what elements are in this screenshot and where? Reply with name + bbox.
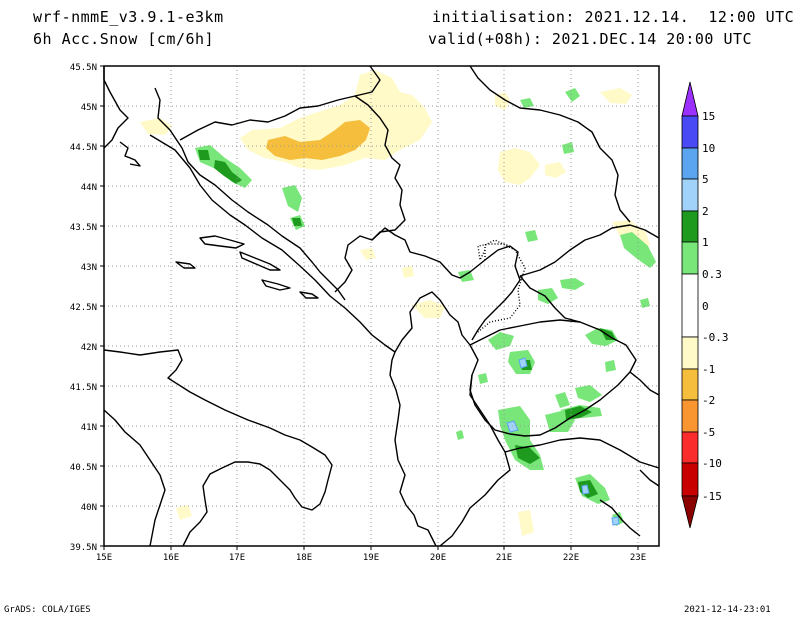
colorbar-segment	[681, 147, 699, 180]
colorbar-label: -10	[702, 457, 722, 470]
colorbar-segment	[681, 462, 699, 497]
axis-ticks	[100, 65, 639, 550]
colorbar-segment	[681, 115, 699, 149]
lon-label: 20E	[430, 553, 446, 563]
lon-label: 15E	[96, 553, 112, 563]
map-panel: 45.5N 45N 44.5N 44N 43.5N 43N 42.5N 42N …	[70, 63, 660, 563]
lon-label: 22E	[563, 553, 579, 563]
lon-label: 21E	[496, 553, 512, 563]
render-timestamp: 2021-12-14-23:01	[684, 605, 771, 615]
grads-credit: GrADS: COLA/IGES	[4, 605, 91, 615]
colorbar-segment	[681, 273, 699, 338]
valid-time: valid(+08h): 2021.DEC.14 20:00 UTC	[428, 30, 753, 48]
colorbar-label: -15	[702, 490, 722, 503]
lat-label: 44N	[81, 183, 97, 193]
colorbar-segment	[681, 178, 699, 212]
lon-label: 16E	[163, 553, 179, 563]
colorbar-label: 15	[702, 110, 715, 123]
colorbar-label: 0	[702, 300, 709, 313]
lat-label: 42N	[81, 343, 97, 353]
lat-label: 40.5N	[70, 463, 97, 473]
colorbar-label: -2	[702, 394, 715, 407]
colorbar-label: 1	[702, 236, 709, 249]
lon-label: 19E	[363, 553, 379, 563]
lat-label: 45N	[81, 103, 97, 113]
colorbar-label: -1	[702, 363, 715, 376]
longitude-labels: 15E 16E 17E 18E 19E 20E 21E 22E 23E	[96, 553, 646, 563]
colorbar-label: 5	[702, 173, 709, 186]
model-title: wrf-nmmE_v3.9.1-e3km	[33, 8, 224, 26]
colorbar-labels: 15 10 5 2 1 0.3 0 -0.3 -1 -2 -5 -10 -15	[702, 110, 729, 503]
colorbar-label: 0.3	[702, 268, 722, 281]
lon-label: 18E	[296, 553, 312, 563]
field-title: 6h Acc.Snow [cm/6h]	[33, 30, 215, 48]
colorbar-segment	[681, 368, 699, 401]
coastlines-and-borders	[103, 65, 660, 547]
colorbar-bottom-arrow	[681, 495, 699, 529]
lat-label: 45.5N	[70, 63, 97, 73]
colorbar-segment	[681, 431, 699, 464]
colorbar-label: -5	[702, 426, 715, 439]
lat-label: 39.5N	[70, 543, 97, 553]
colorbar-segment	[681, 210, 699, 243]
lon-label: 23E	[630, 553, 646, 563]
colorbar-segment	[681, 336, 699, 370]
colorbar-label: 2	[702, 205, 709, 218]
colorbar-top-arrow	[681, 81, 699, 117]
colorbar-label: -0.3	[702, 331, 729, 344]
lon-label: 17E	[229, 553, 245, 563]
colorbar-segment	[681, 399, 699, 433]
initialisation-time: initialisation: 2021.12.14. 12:00 UTC	[432, 8, 795, 26]
lat-label: 42.5N	[70, 303, 97, 313]
snow-shading-orange	[266, 120, 370, 160]
lat-label: 44.5N	[70, 143, 97, 153]
colorbar-segment	[681, 241, 699, 275]
lat-label: 41N	[81, 423, 97, 433]
colorbar-label: 10	[702, 142, 715, 155]
snow-shading-light-blue	[506, 357, 620, 526]
lat-label: 43N	[81, 263, 97, 273]
lat-label: 41.5N	[70, 383, 97, 393]
map-gridlines	[104, 66, 659, 546]
lat-label: 40N	[81, 503, 97, 513]
colorbar	[681, 81, 699, 529]
latitude-labels: 45.5N 45N 44.5N 44N 43.5N 43N 42.5N 42N …	[70, 63, 97, 553]
lat-label: 43.5N	[70, 223, 97, 233]
